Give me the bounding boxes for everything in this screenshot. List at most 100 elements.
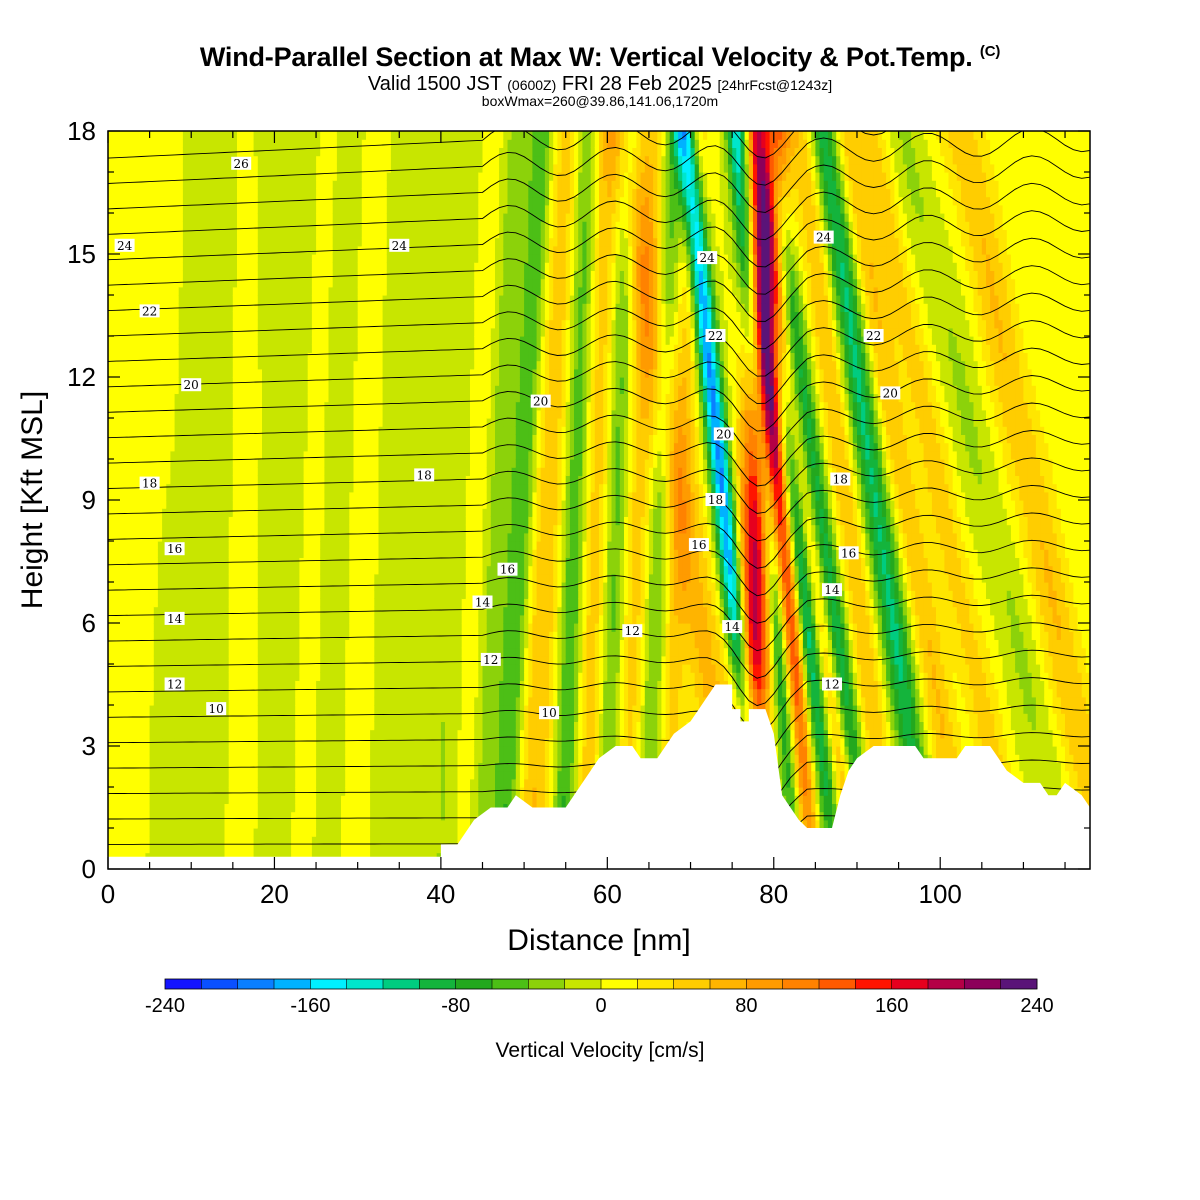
- velocity-cell: [328, 442, 334, 452]
- velocity-cell: [133, 295, 138, 304]
- velocity-cell: [282, 475, 288, 485]
- velocity-cell: [124, 163, 130, 173]
- velocity-cell: [149, 639, 155, 649]
- velocity-cell: [120, 418, 126, 427]
- velocity-cell: [112, 319, 117, 329]
- velocity-cell: [166, 368, 172, 378]
- velocity-cell: [278, 213, 284, 222]
- velocity-cell: [274, 467, 280, 476]
- velocity-cell: [166, 459, 172, 468]
- velocity-cell: [295, 655, 300, 665]
- velocity-cell: [187, 393, 192, 403]
- velocity-cell: [224, 508, 230, 517]
- velocity-cell: [332, 811, 338, 821]
- velocity-cell: [182, 467, 188, 476]
- velocity-cell: [266, 828, 271, 837]
- velocity-cell: [166, 172, 172, 181]
- velocity-cell: [228, 213, 234, 222]
- velocity-cell: [249, 721, 255, 731]
- velocity-cell: [149, 811, 155, 821]
- velocity-cell: [157, 270, 163, 280]
- velocity-cell: [307, 418, 313, 427]
- velocity-cell: [224, 746, 230, 755]
- velocity-cell: [249, 746, 255, 755]
- velocity-cell: [153, 221, 159, 230]
- velocity-cell: [262, 213, 267, 222]
- velocity-cell: [232, 450, 238, 460]
- velocity-cell: [257, 803, 263, 813]
- velocity-cell: [203, 836, 209, 845]
- velocity-cell: [291, 729, 296, 739]
- velocity-cell: [274, 549, 280, 558]
- velocity-cell: [116, 311, 122, 321]
- velocity-cell: [295, 754, 300, 763]
- velocity-cell: [207, 582, 213, 591]
- velocity-cell: [116, 270, 122, 280]
- velocity-cell: [145, 491, 151, 501]
- velocity-cell: [153, 836, 159, 845]
- velocity-cell: [320, 180, 325, 189]
- velocity-cell: [270, 639, 276, 649]
- velocity-cell: [237, 606, 242, 616]
- velocity-cell: [187, 688, 192, 698]
- velocity-cell: [120, 393, 126, 403]
- velocity-cell: [178, 221, 184, 230]
- velocity-cell: [266, 221, 271, 230]
- velocity-cell: [286, 737, 292, 747]
- velocity-cell: [232, 688, 238, 698]
- velocity-cell: [320, 377, 325, 386]
- velocity-cell: [266, 705, 271, 714]
- velocity-cell: [270, 778, 276, 788]
- velocity-cell: [203, 762, 209, 772]
- velocity-cell: [232, 393, 238, 403]
- velocity-cell: [228, 688, 234, 698]
- velocity-cell: [191, 155, 196, 165]
- velocity-cell: [124, 442, 130, 452]
- velocity-cell: [270, 754, 276, 763]
- velocity-cell: [191, 352, 196, 362]
- velocity-cell: [182, 139, 188, 148]
- velocity-cell: [328, 311, 334, 321]
- velocity-cell: [266, 196, 271, 206]
- velocity-cell: [232, 303, 238, 312]
- velocity-cell: [128, 778, 134, 788]
- velocity-cell: [212, 762, 217, 772]
- velocity-cell: [162, 598, 167, 608]
- velocity-cell: [237, 549, 242, 558]
- velocity-cell: [178, 147, 184, 157]
- velocity-cell: [262, 426, 267, 435]
- velocity-cell: [328, 245, 334, 255]
- velocity-cell: [266, 213, 271, 222]
- velocity-cell: [116, 172, 122, 181]
- velocity-cell: [320, 680, 325, 690]
- velocity-cell: [307, 836, 313, 845]
- velocity-cell: [149, 582, 155, 591]
- velocity-cell: [278, 737, 284, 747]
- velocity-cell: [291, 541, 296, 550]
- velocity-cell: [141, 647, 147, 657]
- velocity-cell: [162, 319, 167, 329]
- velocity-cell: [286, 590, 292, 599]
- velocity-cell: [216, 213, 221, 222]
- velocity-cell: [241, 196, 246, 206]
- velocity-cell: [228, 614, 234, 624]
- velocity-cell: [266, 139, 271, 148]
- velocity-cell: [278, 459, 284, 468]
- velocity-cell: [295, 360, 300, 370]
- velocity-cell: [145, 631, 151, 640]
- velocity-cell: [216, 418, 221, 427]
- velocity-cell: [241, 672, 246, 681]
- velocity-cell: [228, 393, 234, 403]
- velocity-cell: [166, 778, 172, 788]
- velocity-cell: [262, 221, 267, 230]
- velocity-cell: [149, 754, 155, 763]
- velocity-cell: [316, 352, 321, 362]
- velocity-cell: [328, 819, 334, 829]
- velocity-cell: [228, 647, 234, 657]
- velocity-cell: [199, 229, 205, 239]
- velocity-cell: [228, 139, 234, 148]
- velocity-cell: [307, 270, 313, 280]
- velocity-cell: [286, 688, 292, 698]
- velocity-cell: [124, 598, 130, 608]
- velocity-cell: [320, 705, 325, 714]
